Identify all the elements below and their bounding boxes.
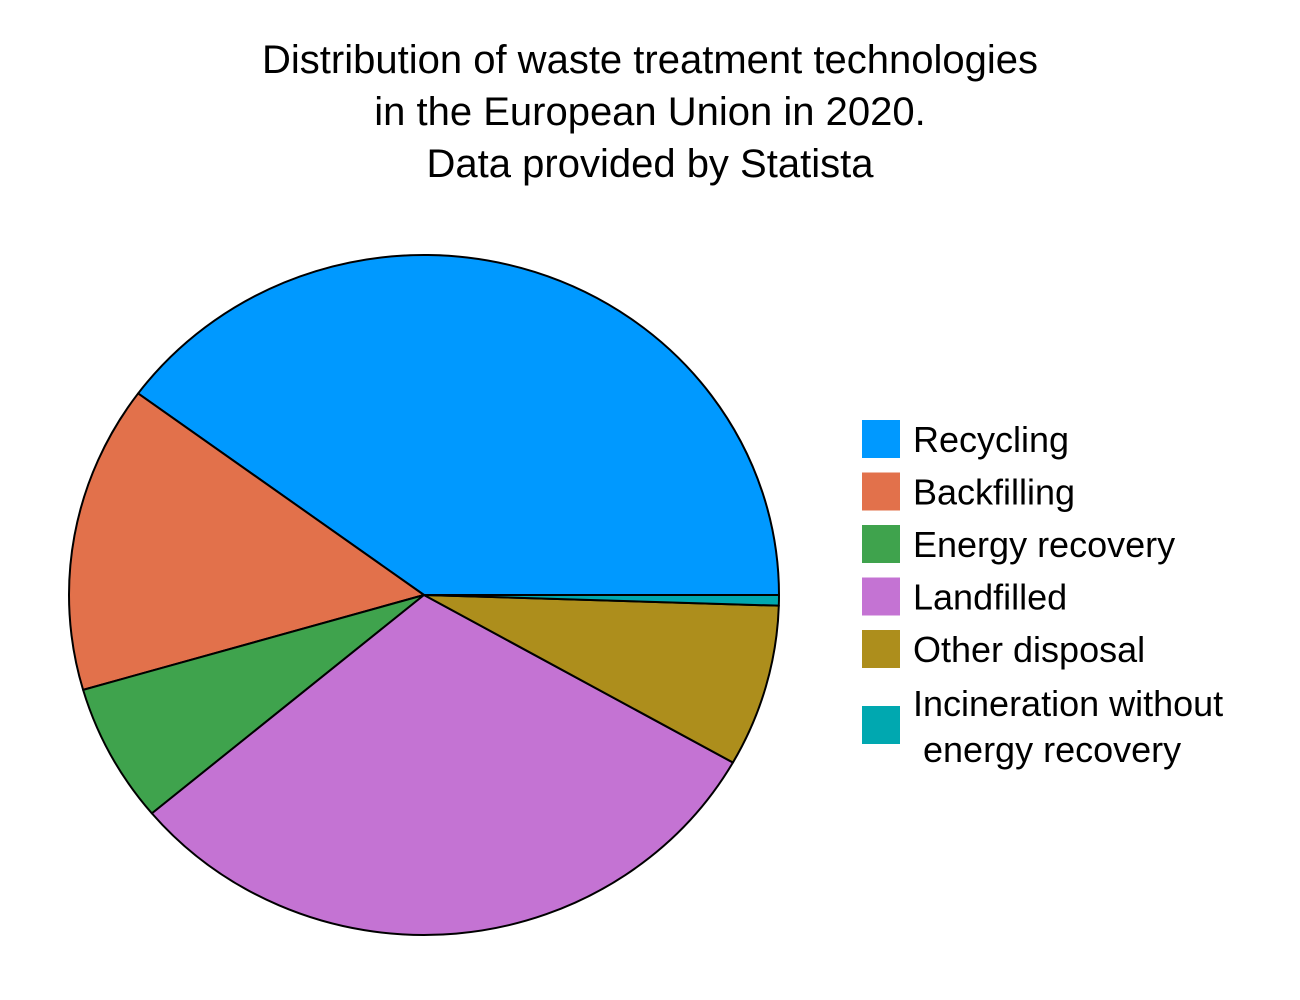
pie-slice-other-disposal [423,594,780,764]
legend-label: Energy recovery [913,524,1175,565]
legend-item-other-disposal: Other disposal [862,629,1145,670]
legend-swatch [862,420,900,458]
legend-label: Other disposal [913,629,1145,670]
legend-swatch [862,577,900,616]
legend-label: Recycling [913,419,1069,460]
legend-swatch [862,706,900,744]
legend-label: Landfilled [913,577,1067,618]
legend-swatch [862,630,900,668]
chart-title-line-3: Data provided by Statista [427,142,875,186]
legend-label: Backfilling [913,472,1075,513]
legend-label: energy recovery [913,729,1181,770]
legend: Recycling Backfilling Energy recovery Landf… [862,419,1223,770]
legend-swatch [862,472,900,511]
pie-slice-backfilling [68,392,425,691]
legend-swatch [862,525,900,563]
pie-slices [68,254,780,937]
pie-slice-energy-recovery [82,594,425,815]
legend-item-energy-recovery: Energy recovery [862,524,1175,565]
legend-label: Incineration without [913,683,1223,724]
pie-slice-landfilled [150,594,734,937]
chart-title-line-1: Distribution of waste treatment technolo… [262,38,1038,82]
legend-item-incineration-without-energy-recovery: Incineration without energy recovery [862,683,1223,770]
legend-item-landfilled: Landfilled [862,577,1067,618]
chart-title-line-2: in the European Union in 2020. [374,90,926,134]
legend-item-recycling: Recycling [862,419,1069,460]
pie-slice-recycling [137,254,780,596]
chart-title: Distribution of waste treatment technolo… [262,38,1038,186]
legend-item-backfilling: Backfilling [862,472,1075,513]
pie-slice-incineration-without-energy-recovery [423,594,780,607]
